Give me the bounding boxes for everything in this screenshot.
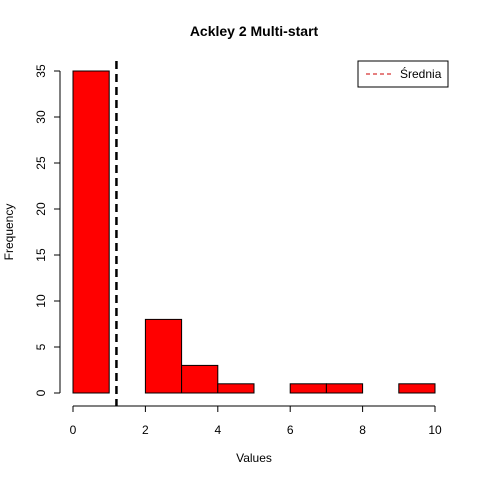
y-tick-label: 5 [34, 343, 48, 350]
legend-label-mean: Średnia [400, 66, 442, 81]
x-tick-label: 2 [142, 423, 149, 437]
x-tick-label: 8 [359, 423, 366, 437]
histogram-bar [289, 383, 327, 394]
legend: Średnia [357, 60, 449, 88]
x-axis-label: Values [236, 451, 272, 465]
y-tick-label: 25 [34, 156, 48, 170]
x-axis: 0 2 4 6 8 10 [70, 405, 442, 437]
bars-group [72, 70, 436, 394]
y-tick-label: 35 [34, 64, 48, 78]
y-tick-label: 20 [34, 202, 48, 216]
y-tick-label: 10 [34, 294, 48, 308]
y-axis-label: Frequency [2, 204, 16, 261]
x-tick-label: 0 [70, 423, 77, 437]
y-tick-label: 15 [34, 248, 48, 262]
histogram-bar [325, 383, 364, 394]
y-tick-label: 30 [34, 110, 48, 124]
x-tick-label: 10 [428, 423, 442, 437]
histogram-bar [181, 364, 219, 394]
histogram-bar [398, 383, 436, 394]
x-tick-label: 4 [214, 423, 221, 437]
y-axis: 0 5 10 15 20 25 30 35 [34, 64, 61, 396]
chart-title: Ackley 2 Multi-start [190, 23, 319, 39]
x-tick-label: 6 [287, 423, 294, 437]
histogram-bar [72, 70, 110, 394]
histogram-bar [144, 318, 183, 394]
y-tick-label: 0 [34, 389, 48, 396]
histogram-bar [217, 383, 255, 394]
